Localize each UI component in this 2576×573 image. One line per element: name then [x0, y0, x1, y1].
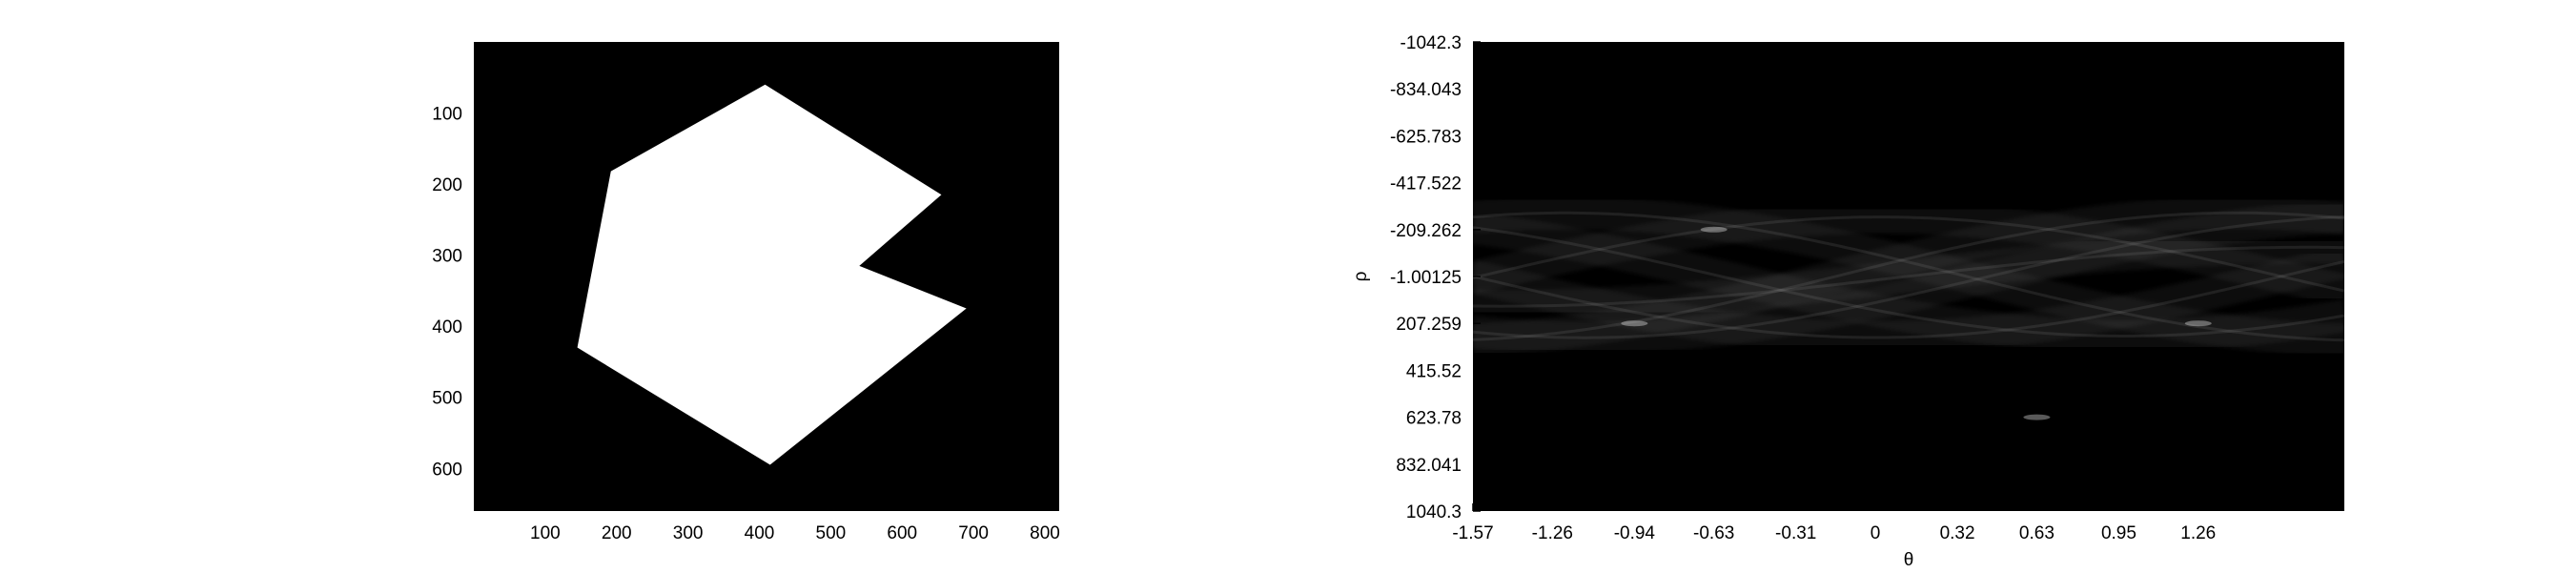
hough-peak [1621, 320, 1648, 327]
y-tick-label: 623.78 [1406, 409, 1462, 429]
x-tick-label: 800 [1030, 523, 1060, 543]
x-axis-label: θ [1904, 550, 1914, 570]
y-axis-ticks: 100 200 300 400 500 600 [432, 105, 481, 480]
x-tick-label: -0.31 [1775, 523, 1816, 543]
x-tick-label: 1.26 [2180, 523, 2216, 543]
x-axis-ticks: -1.57 -1.26 -0.94 -0.63 -0.31 0 0.32 0.63 0.95 1.… [1452, 503, 2216, 543]
y-tick-label: 415.52 [1406, 361, 1462, 381]
x-tick-label: -0.94 [1614, 523, 1656, 543]
x-tick-label: 700 [958, 523, 989, 543]
x-axis-ticks: 100 200 300 400 500 600 700 800 [530, 503, 1060, 543]
hough-peak [1700, 226, 1728, 233]
x-tick-label: 0.95 [2101, 523, 2136, 543]
y-tick-label: -417.522 [1390, 174, 1462, 194]
hough-peaks [1621, 226, 2212, 420]
x-tick-label: 100 [530, 523, 561, 543]
y-axis-ticks: -1042.3 -834.043 -625.783 -417.522 -209.262 -… [1390, 33, 1481, 522]
y-tick-label: 300 [432, 247, 462, 267]
y-tick-label: 832.041 [1396, 456, 1462, 476]
x-tick-label: -1.26 [1532, 523, 1573, 543]
x-tick-label: 0.63 [2019, 523, 2055, 543]
x-tick-label: -1.57 [1452, 523, 1493, 543]
hough-sinusoid-bands [1473, 196, 2344, 357]
y-tick-label: 200 [432, 175, 462, 195]
x-tick-label: -0.63 [1693, 523, 1734, 543]
y-tick-label: 500 [432, 389, 462, 409]
hough-peak [2023, 414, 2051, 420]
y-tick-label: 207.259 [1396, 315, 1462, 335]
x-tick-label: 300 [673, 523, 704, 543]
y-tick-label: -209.262 [1390, 221, 1462, 241]
white-polygon-shape [577, 84, 967, 465]
x-tick-label: 600 [887, 523, 917, 543]
y-tick-label: -1042.3 [1400, 33, 1462, 53]
x-tick-label: 500 [816, 523, 847, 543]
y-tick-label: 400 [432, 317, 462, 338]
y-tick-label: -1.00125 [1390, 268, 1462, 288]
hough-band [1473, 211, 2344, 353]
hough-peak [2184, 320, 2212, 327]
x-tick-label: 0 [1871, 523, 1881, 543]
x-tick-label: 400 [745, 523, 775, 543]
x-tick-label: 200 [602, 523, 632, 543]
binary-image-plot: 100 200 300 400 500 600 700 800 100 200 300 400 500… [432, 42, 1060, 543]
y-tick-label: -834.043 [1390, 80, 1462, 100]
y-tick-label: 600 [432, 460, 462, 480]
y-tick-label: 100 [432, 105, 462, 125]
hough-transform-plot: -1.57 -1.26 -0.94 -0.63 -0.31 0 0.32 0.63 0.95 1.… [1351, 33, 2344, 570]
x-tick-label: 0.32 [1940, 523, 1975, 543]
hough-band-core [1473, 226, 2344, 338]
y-tick-label: -625.783 [1390, 127, 1462, 147]
y-axis-label: ρ [1351, 271, 1371, 281]
y-tick-label: 1040.3 [1406, 502, 1462, 522]
